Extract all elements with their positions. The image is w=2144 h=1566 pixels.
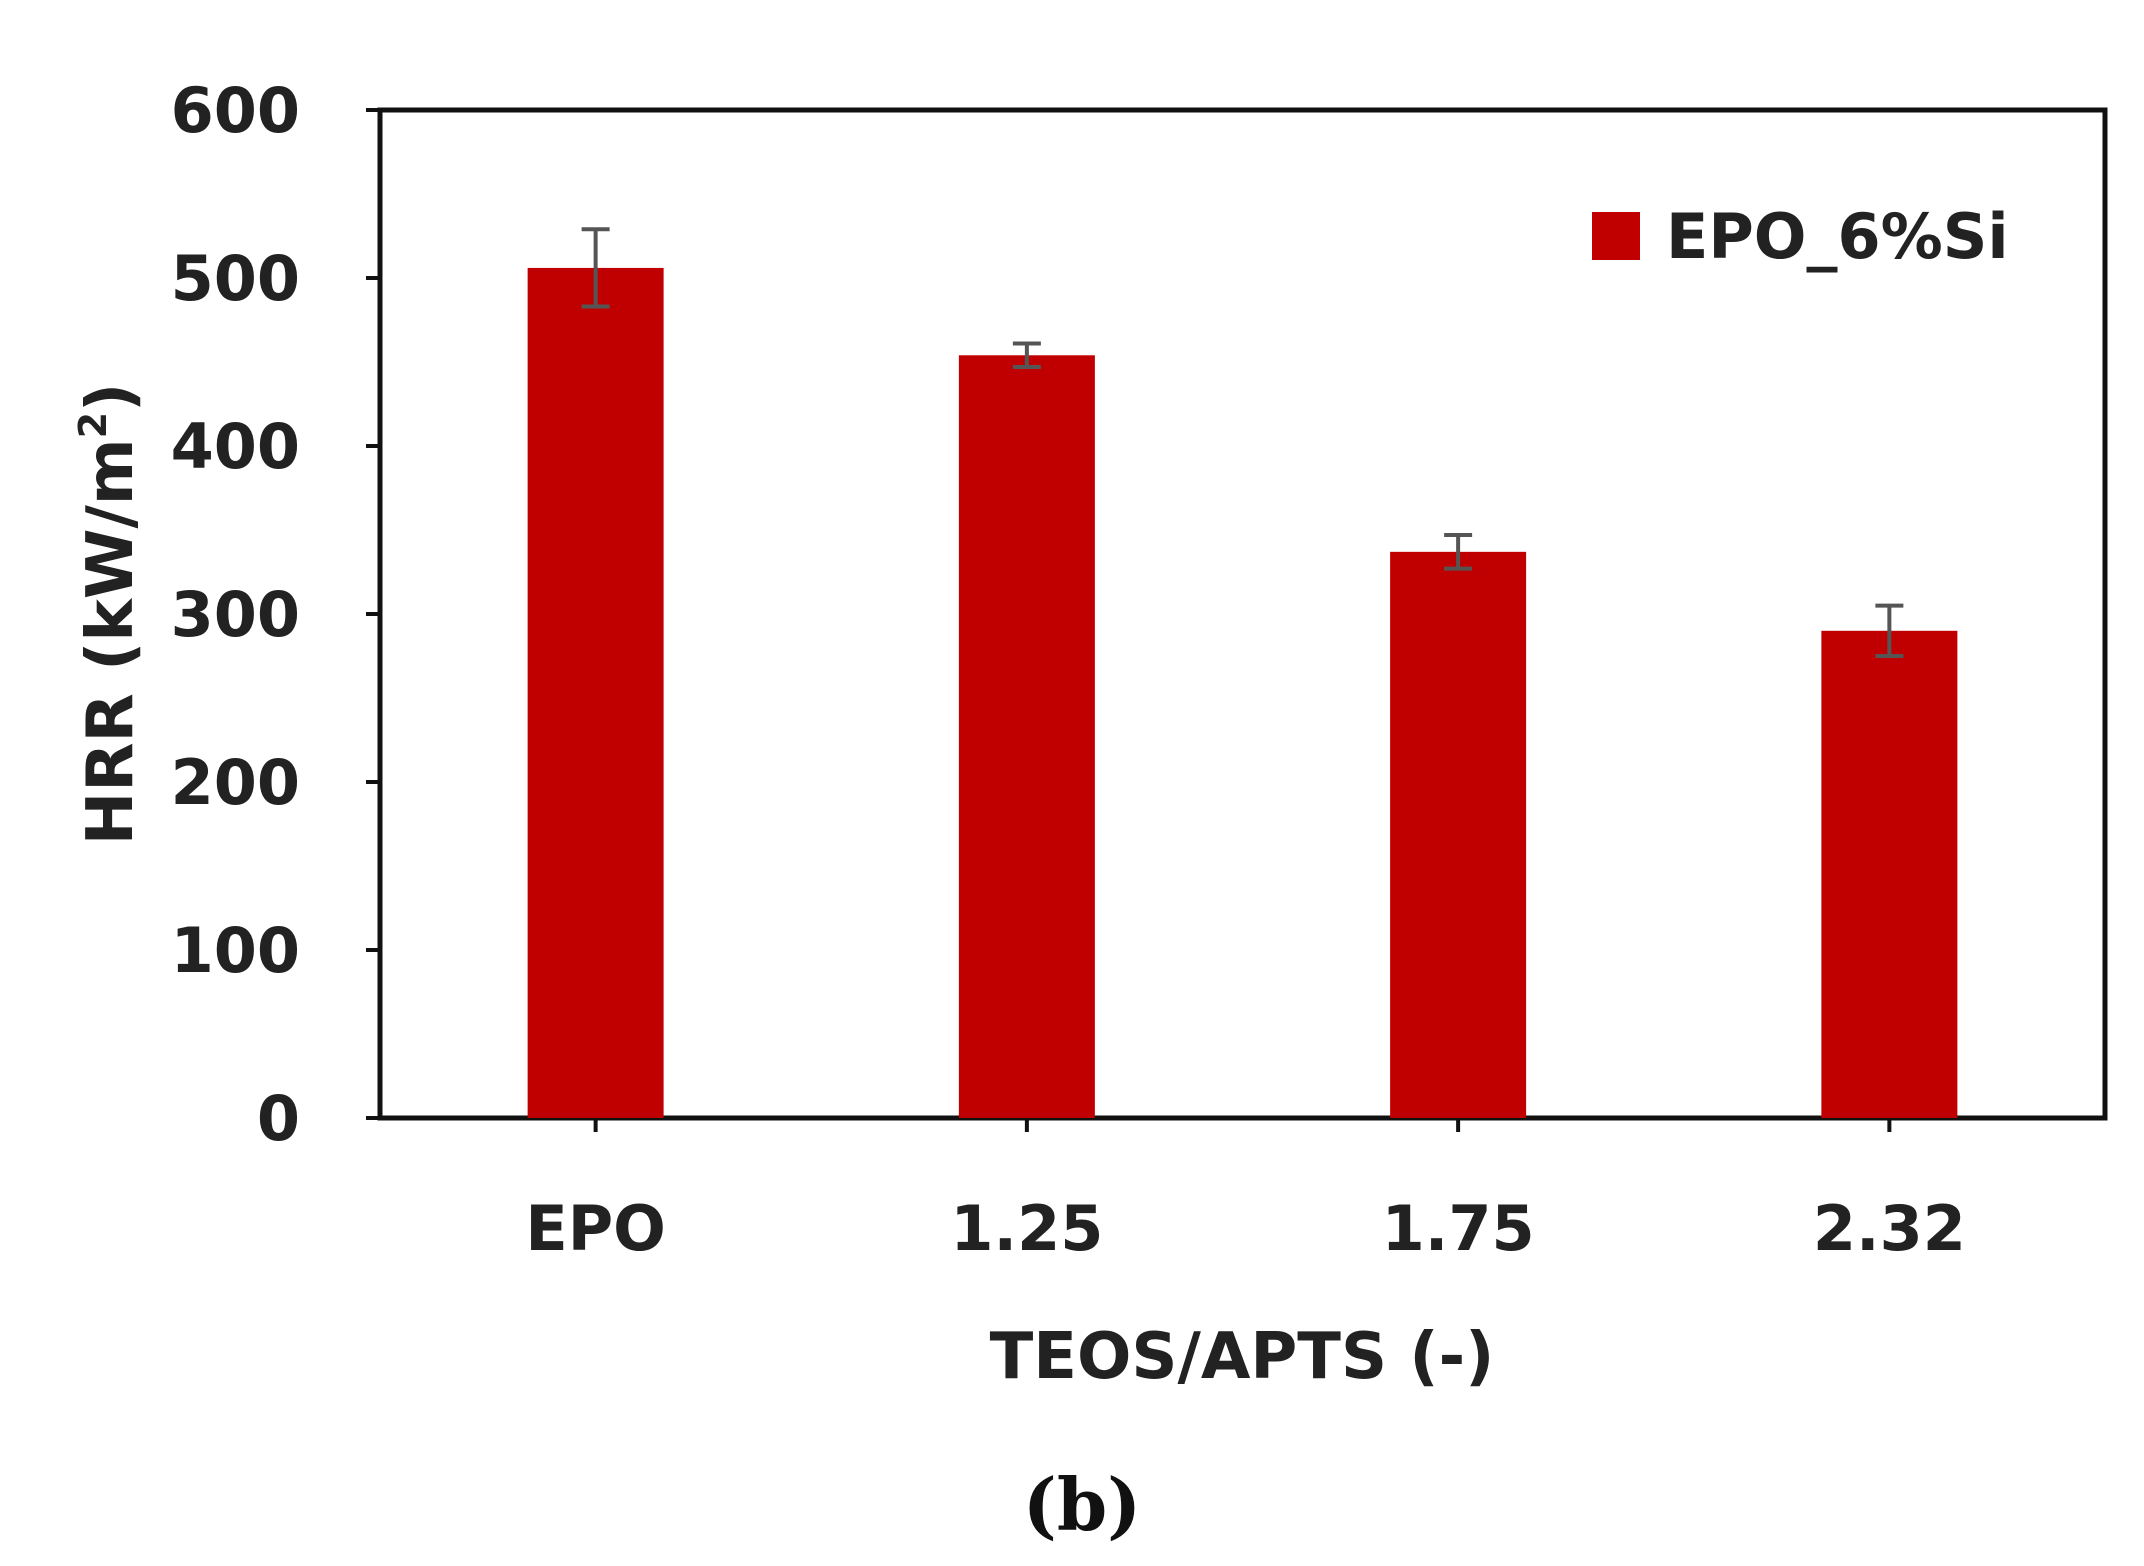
y-axis-title-superscript: 2 [71,412,115,438]
y-tick-label: 500 [171,242,300,315]
legend: EPO_6%Si [1592,200,2009,273]
bar-3 [1821,630,1958,1118]
y-axis-title: HRR (kW/m2) [71,383,148,846]
bar-0 [527,267,664,1118]
y-axis-title-main: HRR (kW/m [74,438,148,845]
error-bar-1 [1012,341,1041,370]
y-tick-label: 0 [257,1082,300,1155]
error-bar-2 [1444,533,1473,571]
bar-2 [1390,551,1527,1118]
error-bars-layer [581,227,1904,658]
y-tick-label: 400 [171,410,300,483]
y-axis: 0 100 200 300 400 500 600 [171,74,380,1155]
x-tick-label: 1.75 [1382,1192,1535,1265]
error-bar-3 [1875,603,1904,658]
y-tick-label: 600 [171,74,300,147]
x-tick-label: EPO [525,1192,666,1265]
bar-1 [958,355,1095,1118]
x-tick-label: 1.25 [950,1192,1103,1265]
legend-label: EPO_6%Si [1666,200,2009,273]
y-tick-label: 100 [171,914,300,987]
y-axis-title-close: ) [74,383,148,412]
x-axis: EPO 1.25 1.75 2.32 [525,1118,1966,1265]
x-tick-label: 2.32 [1813,1192,1966,1265]
x-axis-title: TEOS/APTS (-) [990,1320,1495,1394]
y-tick-label: 300 [171,578,300,651]
panel-label: (b) [1023,1462,1141,1547]
bars-layer [527,267,1958,1118]
y-tick-label: 200 [171,746,300,819]
error-bar-0 [581,227,610,309]
legend-swatch [1592,212,1640,260]
